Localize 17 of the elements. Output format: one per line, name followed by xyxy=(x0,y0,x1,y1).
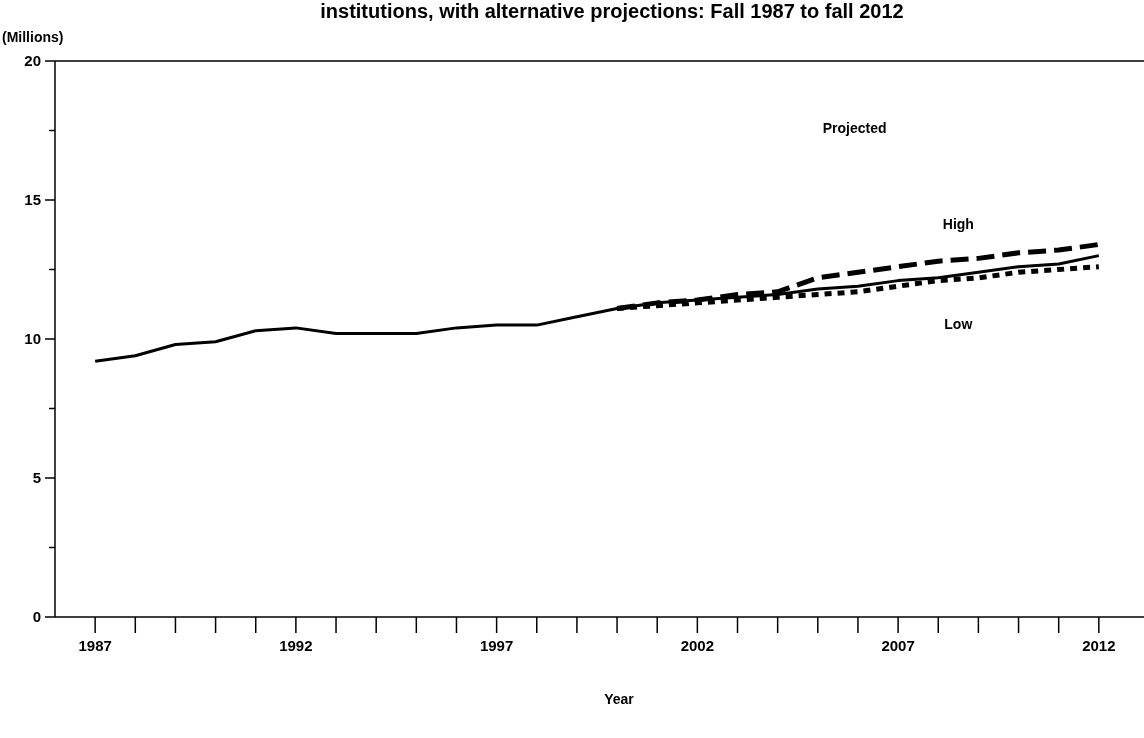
x-axis-title: Year xyxy=(604,691,635,707)
y-tick-label: 5 xyxy=(32,469,41,487)
x-tick-label: 1987 xyxy=(78,637,112,654)
x-tick-label: 2007 xyxy=(881,637,915,654)
y-tick-label: 15 xyxy=(24,191,41,209)
x-tick-label: 2002 xyxy=(680,637,715,654)
x-tick-label: 1997 xyxy=(479,637,514,654)
annotation: Projected xyxy=(822,120,887,137)
y-axis-title: (Millions) xyxy=(2,29,64,45)
x-tick-label: 1992 xyxy=(279,637,313,654)
chart-title: institutions, with alternative projections: Fall 1987 to fall 2012 xyxy=(320,0,904,22)
x-tick-label: 2012 xyxy=(1082,637,1116,654)
y-tick-label: 10 xyxy=(24,330,41,348)
y-tick-label: 20 xyxy=(24,52,41,70)
y-tick-label: 0 xyxy=(32,608,41,626)
annotation: Low xyxy=(944,315,973,332)
annotation: High xyxy=(942,216,974,233)
